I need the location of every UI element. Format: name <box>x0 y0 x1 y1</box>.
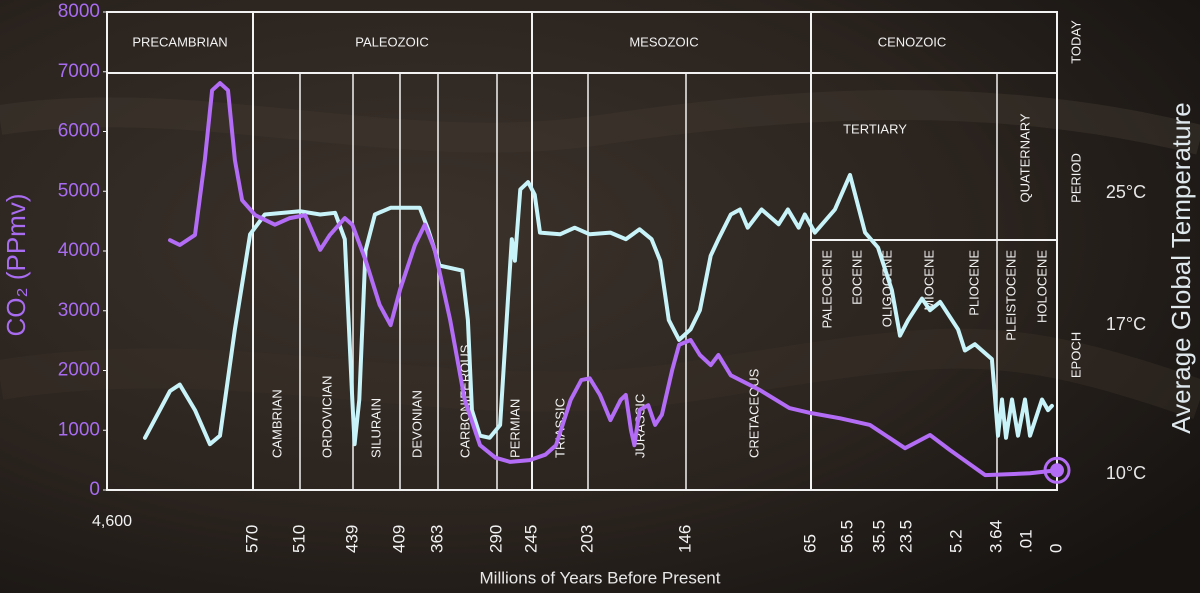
period-label: DEVONIAN <box>409 390 424 458</box>
y-tick-label: 6000 <box>58 121 100 142</box>
period-row-label: PERIOD <box>1068 153 1083 203</box>
epoch-label: EOCENE <box>849 250 864 305</box>
x-tick-label: 4,600 <box>92 513 132 530</box>
y-tick-label: 4000 <box>58 240 100 261</box>
x-tick-label: 510 <box>289 525 308 553</box>
texture <box>0 328 1200 419</box>
epoch-row-label: EPOCH <box>1068 332 1083 378</box>
x-tick-label: .01 <box>1016 529 1035 553</box>
era-label: PRECAMBRIAN <box>132 34 227 49</box>
y-tick-label: 8000 <box>58 1 100 22</box>
x-tick-label: 5.2 <box>946 529 965 553</box>
y2-tick-label: 25°C <box>1106 182 1146 202</box>
era-label: PALEOZOIC <box>355 34 428 49</box>
epoch-label: PALEOCENE <box>819 250 834 329</box>
x-tick-label: 203 <box>577 525 596 553</box>
x-tick-label: 409 <box>389 525 408 553</box>
x-tick-label: 65 <box>800 534 819 553</box>
era-label: MESOZOIC <box>629 34 698 49</box>
period-label: SILURAIN <box>368 398 383 458</box>
period-label: CRETACEOUS <box>746 368 761 458</box>
period-label: PERMIAN <box>507 399 522 458</box>
y-tick-label: 3000 <box>58 300 100 321</box>
period-label: TERTIARY <box>843 121 907 136</box>
x-tick-label: 23.5 <box>896 520 915 553</box>
today-label: TODAY <box>1068 20 1083 64</box>
texture <box>0 90 1200 155</box>
x-tick-label: 146 <box>675 525 694 553</box>
x-tick-label: 245 <box>521 525 540 553</box>
x-tick-label: 570 <box>242 525 261 553</box>
y-tick-label: 7000 <box>58 61 100 82</box>
endpoint-ring <box>1043 456 1071 484</box>
period-label: CAMBRIAN <box>269 389 284 458</box>
x-tick-label: 0 <box>1046 544 1065 553</box>
era-label: CENOZOIC <box>878 34 947 49</box>
y-axis-label: CO₂ (PPmv) <box>1 194 31 337</box>
y2-tick-label: 10°C <box>1106 463 1146 483</box>
period-label: QUATERNARY <box>1017 113 1032 202</box>
period-label: JURASSIC <box>632 394 647 458</box>
endpoint-dot <box>1050 463 1064 478</box>
y-tick-label: 5000 <box>58 180 100 201</box>
temperature-line <box>143 172 1054 447</box>
period-label: ORDOVICIAN <box>319 376 334 458</box>
x-tick-label: 56.5 <box>837 520 856 553</box>
x-tick-label: 439 <box>342 525 361 553</box>
y-tick-label: 2000 <box>58 360 100 381</box>
epoch-label: MIOCENE <box>921 250 936 311</box>
co2-line <box>168 81 1059 478</box>
y-tick-label: 0 <box>89 479 100 500</box>
epoch-label: PLEISTOCENE <box>1003 250 1018 341</box>
x-tick-label: 35.5 <box>869 520 888 553</box>
x-tick-label: 290 <box>486 525 505 553</box>
epoch-label: HOLOCENE <box>1034 250 1049 323</box>
x-tick-label: 3.64 <box>986 520 1005 553</box>
y2-axis-label: Average Global Temperature <box>1166 102 1196 433</box>
y2-tick-label: 17°C <box>1106 314 1146 334</box>
x-tick-label: 363 <box>427 525 446 553</box>
epoch-label: PLIOCENE <box>966 250 981 316</box>
x-axis-label: Millions of Years Before Present <box>480 568 721 587</box>
y-tick-label: 1000 <box>58 419 100 440</box>
